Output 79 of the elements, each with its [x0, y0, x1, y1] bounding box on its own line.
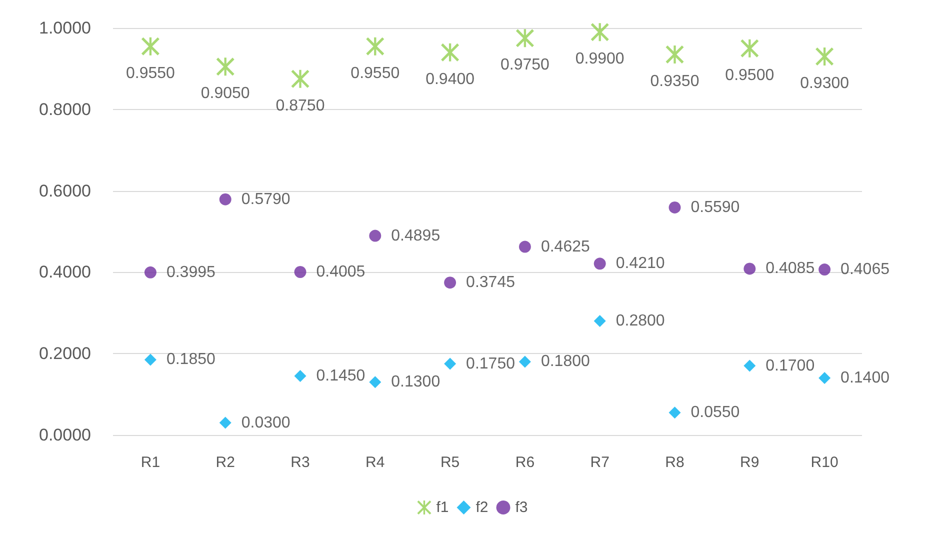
data-label: 0.9500	[725, 66, 774, 84]
data-label: 0.1800	[540, 353, 590, 370]
y-tick-label: 1.0000	[39, 18, 91, 38]
data-label: 0.9050	[200, 85, 250, 102]
data-label: 0.9400	[426, 70, 475, 88]
data-label: 0.5590	[690, 198, 740, 216]
x-tick-label: R7	[590, 454, 610, 471]
point	[666, 45, 684, 64]
point	[441, 43, 460, 62]
point	[444, 276, 456, 289]
point	[219, 416, 232, 429]
point	[219, 193, 232, 206]
point	[518, 240, 531, 253]
point	[144, 354, 156, 366]
point	[668, 201, 681, 214]
data-label: 0.4005	[316, 263, 366, 280]
point	[141, 37, 160, 56]
data-label: 0.9550	[126, 64, 176, 82]
x-tick-label: R3	[290, 454, 310, 471]
point	[744, 360, 756, 372]
point	[444, 358, 456, 370]
x-tick-label: R6	[515, 454, 535, 471]
data-label: 0.1700	[766, 357, 815, 374]
x-tick-label: R10	[810, 454, 838, 471]
point	[369, 376, 382, 388]
data-label: 0.1300	[391, 374, 440, 391]
point	[294, 266, 306, 278]
point	[518, 356, 531, 368]
data-label: 0.3745	[466, 274, 516, 292]
point	[816, 47, 834, 66]
y-tick-label: 0.4000	[39, 262, 91, 282]
legend-label: f3	[515, 499, 528, 516]
x-tick-label: R5	[440, 454, 460, 471]
data-label: 0.0300	[241, 414, 290, 432]
data-label: 0.4210	[616, 255, 665, 272]
y-tick-label: 0.8000	[39, 100, 91, 119]
x-tick-label: R1	[140, 454, 160, 471]
data-label: 0.4625	[540, 238, 590, 256]
point	[516, 29, 534, 48]
x-tick-label: R9	[740, 454, 760, 471]
point	[144, 266, 156, 278]
data-label: 0.9300	[800, 74, 850, 92]
x-tick-label: R4	[366, 454, 385, 471]
point	[818, 372, 831, 384]
point	[740, 39, 759, 58]
y-tick-label: 0.6000	[39, 181, 91, 200]
x-tick-label: R2	[216, 454, 235, 471]
point	[590, 23, 609, 42]
legend-label: f2	[476, 499, 488, 516]
point	[294, 370, 306, 382]
point	[594, 315, 606, 328]
point	[369, 230, 382, 242]
point	[668, 406, 681, 419]
data-label: 0.1850	[166, 351, 216, 368]
data-label: 0.2800	[616, 312, 665, 330]
data-label: 0.3995	[166, 264, 216, 281]
y-tick-label: 0.0000	[39, 426, 91, 444]
data-label: 0.1750	[466, 355, 516, 372]
x-tick-label: R8	[665, 454, 684, 471]
data-label: 0.8750	[276, 97, 325, 114]
legend-label: f1	[436, 499, 449, 516]
data-label: 0.9550	[350, 64, 400, 82]
point	[366, 37, 384, 56]
point	[818, 264, 831, 276]
data-label: 0.4895	[391, 227, 440, 244]
data-label: 0.4065	[840, 261, 890, 278]
point	[216, 58, 234, 76]
point	[744, 262, 756, 275]
data-label: 0.5790	[241, 190, 290, 208]
data-label: 0.9900	[575, 50, 624, 68]
point	[594, 258, 606, 270]
data-label: 0.9350	[650, 72, 700, 90]
data-label: 0.0550	[690, 404, 740, 422]
data-label: 0.1450	[316, 367, 366, 384]
data-label: 0.4085	[766, 260, 815, 278]
point	[291, 70, 310, 88]
y-tick-label: 0.2000	[39, 344, 91, 364]
data-label: 0.1400	[840, 370, 890, 387]
data-label: 0.9750	[500, 56, 550, 74]
